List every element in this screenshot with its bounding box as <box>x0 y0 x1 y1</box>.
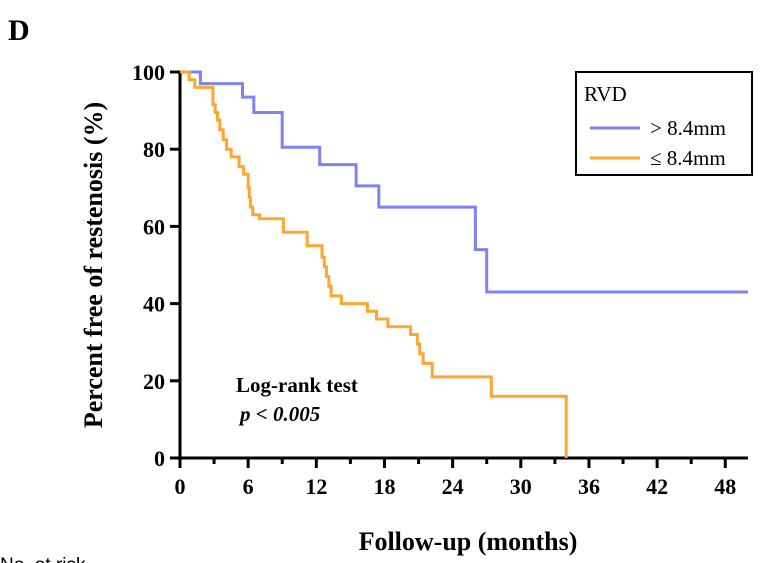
x-tick-label: 30 <box>510 474 532 499</box>
legend-label-le: ≤ 8.4mm <box>650 146 726 170</box>
series-line-le-8-4mm <box>180 70 568 458</box>
y-tick-label: 40 <box>143 292 165 317</box>
y-axis-title: Percent free of restenosis (%) <box>79 102 108 428</box>
y-tick-label: 80 <box>143 137 165 162</box>
x-tick-label: 12 <box>305 474 327 499</box>
x-tick-label: 48 <box>714 474 736 499</box>
ticks-layer: 0 20 40 60 80 100 0 6 12 18 24 30 36 42 48 <box>132 60 736 499</box>
annotation-p-value: p < 0.005 <box>238 402 320 426</box>
legend: RVD > 8.4mm ≤ 8.4mm <box>575 71 753 176</box>
x-tick-label: 36 <box>578 474 600 499</box>
footer-text: No. at risk <box>0 555 86 563</box>
x-axis-title: Follow-up (months) <box>359 527 578 556</box>
x-tick-label: 0 <box>175 474 186 499</box>
x-tick-label: 24 <box>442 474 464 499</box>
panel-label: D <box>8 14 30 47</box>
x-tick-label: 42 <box>646 474 668 499</box>
x-tick-label: 18 <box>373 474 395 499</box>
annotation-log-rank: Log-rank test <box>236 373 358 397</box>
x-tick-label: 6 <box>243 474 254 499</box>
series-line-gt-8-4mm <box>180 70 748 294</box>
series-layer <box>180 70 748 458</box>
y-tick-label: 20 <box>143 369 165 394</box>
plot-area <box>178 72 748 460</box>
y-tick-label: 60 <box>143 214 165 239</box>
legend-title: RVD <box>584 82 627 106</box>
y-tick-label: 100 <box>132 60 165 85</box>
legend-label-gt: > 8.4mm <box>650 116 726 140</box>
y-tick-label: 0 <box>154 446 165 471</box>
